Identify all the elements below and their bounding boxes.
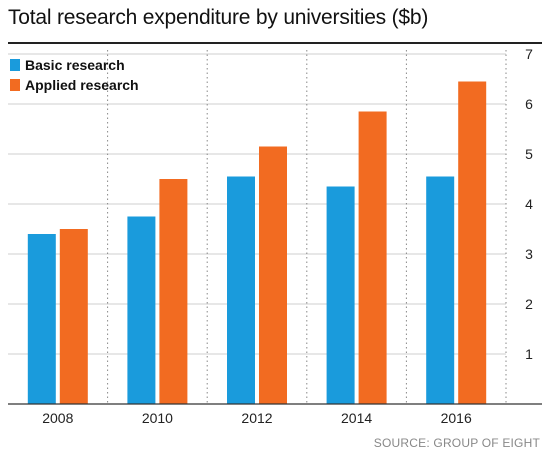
legend: Basic research Applied research (10, 56, 139, 96)
legend-label-basic: Basic research (25, 57, 125, 73)
bar-basic-2010 (127, 216, 156, 404)
legend-swatch-basic (10, 59, 20, 71)
x-tick-label-2014: 2014 (341, 410, 372, 426)
y-tick-label-3: 3 (525, 246, 533, 262)
x-tick-label-2010: 2010 (142, 410, 173, 426)
bar-applied-2012 (259, 146, 287, 404)
legend-label-applied: Applied research (25, 77, 139, 93)
y-tick-label-4: 4 (525, 196, 533, 212)
chart-title: Total research expenditure by universiti… (8, 6, 429, 29)
bars (27, 81, 487, 404)
bar-applied-2014 (358, 111, 387, 404)
legend-item-applied: Applied research (10, 76, 139, 94)
y-tick-label-1: 1 (525, 346, 533, 362)
legend-item-basic: Basic research (10, 56, 139, 74)
x-tick-label-2012: 2012 (241, 410, 272, 426)
y-tick-label-7: 7 (525, 46, 533, 62)
gridlines (8, 50, 507, 404)
bar-applied-2008 (59, 229, 88, 404)
source-note: SOURCE: GROUP OF EIGHT (373, 436, 540, 450)
bar-basic-2014 (326, 186, 355, 404)
y-tick-label-5: 5 (525, 146, 533, 162)
bar-basic-2008 (27, 234, 56, 404)
legend-swatch-applied (10, 79, 20, 91)
tick-labels: 2008 2010 2012 2014 2016 1 2 3 4 5 6 7 (42, 46, 533, 426)
bar-applied-2016 (458, 81, 487, 404)
y-tick-label-2: 2 (525, 296, 533, 312)
bar-basic-2012 (227, 176, 255, 404)
x-tick-label-2008: 2008 (42, 410, 73, 426)
x-tick-label-2016: 2016 (441, 410, 472, 426)
bar-basic-2016 (426, 176, 455, 404)
y-tick-label-6: 6 (525, 96, 533, 112)
bar-applied-2010 (159, 179, 188, 404)
title-rule (8, 42, 542, 44)
